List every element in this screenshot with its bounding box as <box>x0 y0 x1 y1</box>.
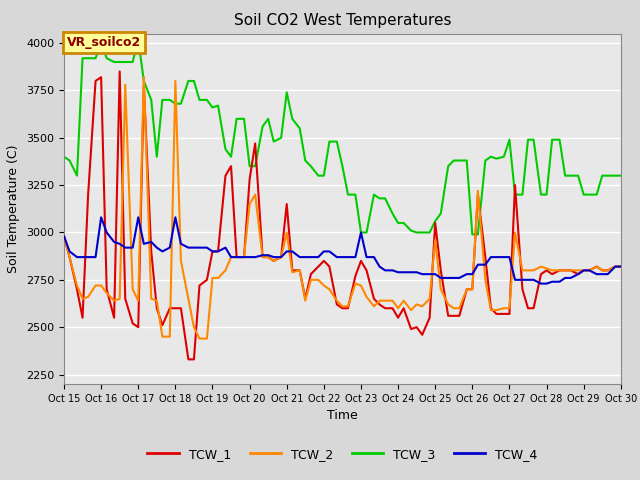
TCW_4 <box>611 264 619 269</box>
TCW_4 <box>617 264 625 269</box>
Title: Soil CO2 West Temperatures: Soil CO2 West Temperatures <box>234 13 451 28</box>
TCW_1 <box>394 315 402 321</box>
TCW_2 <box>203 336 211 341</box>
Line: TCW_3: TCW_3 <box>64 39 621 234</box>
TCW_3 <box>468 231 476 237</box>
TCW_4 <box>209 249 216 254</box>
TCW_1 <box>617 264 625 269</box>
TCW_2 <box>394 305 402 311</box>
TCW_2 <box>214 275 222 281</box>
Line: TCW_1: TCW_1 <box>64 72 621 360</box>
Text: VR_soilco2: VR_soilco2 <box>67 36 141 49</box>
TCW_2 <box>543 265 550 271</box>
TCW_2 <box>611 264 619 269</box>
Line: TCW_4: TCW_4 <box>64 217 621 284</box>
TCW_1 <box>184 357 192 362</box>
TCW_3 <box>388 211 396 216</box>
TCW_2 <box>140 74 148 80</box>
X-axis label: Time: Time <box>327 409 358 422</box>
Line: TCW_2: TCW_2 <box>64 77 621 338</box>
TCW_4 <box>388 267 396 273</box>
Y-axis label: Soil Temperature (C): Soil Temperature (C) <box>8 144 20 273</box>
TCW_1 <box>203 277 211 283</box>
TCW_2 <box>60 233 68 239</box>
TCW_2 <box>196 336 204 341</box>
TCW_3 <box>60 154 68 159</box>
TCW_1 <box>611 264 619 269</box>
TCW_1 <box>214 249 222 254</box>
TCW_3 <box>196 97 204 103</box>
TCW_3 <box>134 36 142 42</box>
TCW_1 <box>134 324 142 330</box>
TCW_4 <box>196 245 204 251</box>
TCW_4 <box>543 281 550 287</box>
Legend: TCW_1, TCW_2, TCW_3, TCW_4: TCW_1, TCW_2, TCW_3, TCW_4 <box>142 443 543 466</box>
TCW_3 <box>543 192 550 197</box>
TCW_2 <box>129 287 136 292</box>
TCW_1 <box>116 69 124 74</box>
TCW_3 <box>209 105 216 110</box>
TCW_4 <box>134 215 142 220</box>
TCW_3 <box>617 173 625 179</box>
TCW_3 <box>611 173 619 179</box>
TCW_4 <box>60 233 68 239</box>
TCW_2 <box>617 264 625 269</box>
TCW_4 <box>537 281 545 287</box>
TCW_3 <box>129 59 136 65</box>
TCW_1 <box>543 267 550 273</box>
TCW_1 <box>60 233 68 239</box>
TCW_4 <box>97 215 105 220</box>
